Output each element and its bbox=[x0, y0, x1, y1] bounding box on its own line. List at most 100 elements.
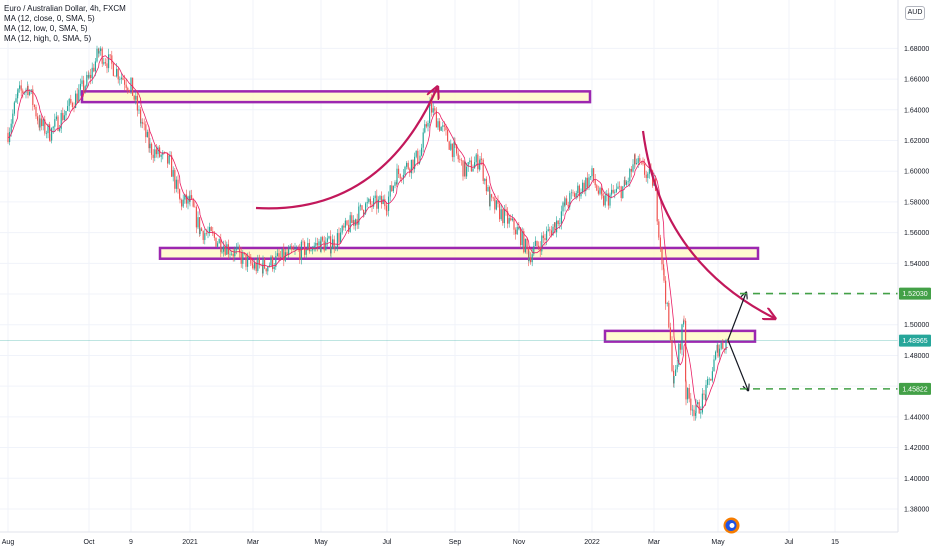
candle-body bbox=[507, 211, 509, 224]
candle-body bbox=[17, 92, 19, 99]
candle-body bbox=[554, 222, 556, 233]
last-price-badge bbox=[899, 334, 931, 347]
candle-body bbox=[619, 186, 621, 188]
zone-rect[interactable] bbox=[80, 90, 592, 104]
candle-body bbox=[68, 98, 70, 107]
candle-body bbox=[192, 198, 194, 207]
candle-body bbox=[174, 170, 176, 189]
price-tick-label: 1.40000 bbox=[904, 476, 929, 483]
candle-body bbox=[258, 258, 260, 265]
candle-body bbox=[27, 86, 29, 95]
candle-body bbox=[572, 192, 574, 194]
tradingview-logo-icon[interactable] bbox=[723, 517, 740, 534]
candle-body bbox=[464, 161, 466, 177]
candle-body bbox=[549, 229, 551, 231]
zone-rect[interactable] bbox=[158, 246, 760, 260]
curved-arrow-down[interactable] bbox=[641, 130, 774, 318]
candle-body bbox=[402, 174, 404, 179]
candle-body bbox=[120, 77, 122, 80]
candle-body bbox=[381, 196, 383, 205]
candle-body bbox=[715, 351, 717, 360]
candle-body bbox=[316, 242, 318, 246]
candle-body bbox=[264, 259, 266, 269]
time-tick-label: May bbox=[711, 539, 725, 546]
candle-body bbox=[172, 170, 174, 177]
projection-arrow-up[interactable] bbox=[727, 293, 746, 341]
candle-body bbox=[691, 409, 693, 411]
candle-body bbox=[234, 249, 236, 257]
candle-body bbox=[17, 88, 19, 93]
candle-body bbox=[424, 124, 426, 133]
indicator-ma-close[interactable]: MA (12, close, 0, SMA, 5) bbox=[4, 14, 95, 23]
candle-body bbox=[582, 182, 584, 193]
candle-body bbox=[636, 162, 638, 165]
candle-body bbox=[213, 233, 215, 238]
candle-body bbox=[106, 63, 108, 69]
candle-body bbox=[179, 198, 181, 200]
candle-body bbox=[559, 223, 561, 225]
candle-body bbox=[344, 220, 346, 228]
candle-body bbox=[185, 194, 187, 204]
candle-body bbox=[661, 247, 663, 265]
projection-arrow-down[interactable] bbox=[727, 339, 748, 390]
candle-body bbox=[530, 257, 532, 263]
candle-body bbox=[482, 159, 484, 181]
candle-body bbox=[20, 85, 22, 91]
currency-badge[interactable]: AUD bbox=[905, 6, 925, 20]
candle-body bbox=[336, 233, 338, 248]
candle-body bbox=[442, 125, 444, 127]
candle-body bbox=[182, 199, 184, 207]
candle-body bbox=[604, 195, 606, 206]
zone-rect[interactable] bbox=[603, 329, 757, 343]
candle-body bbox=[88, 74, 90, 78]
candle-body bbox=[204, 233, 206, 240]
candle-body bbox=[22, 90, 24, 94]
candle-body bbox=[13, 102, 15, 114]
candle-body bbox=[528, 257, 530, 262]
price-axis[interactable]: 1.68000 1.66000 1.64000 1.62000 1.60000 1.580… bbox=[904, 46, 929, 514]
price-tick-label: 1.50000 bbox=[904, 322, 929, 329]
candle-body bbox=[580, 192, 582, 197]
candle-body bbox=[425, 124, 427, 127]
candle-body bbox=[75, 93, 77, 109]
candle-body bbox=[81, 80, 83, 84]
candle-body bbox=[177, 179, 179, 190]
candle-body bbox=[713, 359, 715, 372]
candle-body bbox=[717, 345, 719, 357]
curved-arrow-up[interactable] bbox=[255, 88, 437, 210]
price-tick-label: 1.42000 bbox=[904, 445, 929, 452]
candle-body bbox=[300, 241, 302, 260]
candle-body bbox=[179, 189, 181, 199]
candle-body bbox=[59, 128, 61, 131]
candle-body bbox=[57, 116, 59, 131]
candle-body bbox=[30, 89, 32, 92]
indicator-ma-high[interactable]: MA (12, high, 0, SMA, 5) bbox=[4, 34, 92, 43]
candle-body bbox=[292, 249, 294, 251]
price-tick-label: 1.54000 bbox=[904, 261, 929, 268]
candle-body bbox=[41, 118, 43, 127]
candle-body bbox=[199, 217, 201, 235]
candle-body bbox=[503, 209, 505, 224]
candle-body bbox=[536, 240, 538, 246]
candle-body bbox=[322, 237, 324, 241]
candle-body bbox=[91, 67, 93, 79]
candle-body bbox=[171, 155, 173, 177]
candle-body bbox=[409, 168, 411, 174]
candle-body bbox=[697, 402, 699, 405]
level-labels: 1.52030 1.45822 1.48965 bbox=[899, 287, 931, 395]
candle-body bbox=[481, 158, 483, 160]
candle-body bbox=[513, 218, 515, 230]
candle-body bbox=[681, 324, 683, 350]
time-axis[interactable]: Aug Oct 9 2021 Mar May Jul Sep Nov 2022 Mar May Jul 1… bbox=[2, 539, 839, 546]
candle-body bbox=[371, 204, 373, 207]
candle-body bbox=[142, 122, 144, 124]
candle-body bbox=[291, 246, 293, 250]
indicator-ma-low[interactable]: MA (12, low, 0, SMA, 5) bbox=[4, 24, 88, 33]
candle-body bbox=[212, 231, 214, 234]
candle-body bbox=[369, 198, 371, 205]
chart-title: Euro / Australian Dollar, 4h, FXCM bbox=[4, 4, 126, 13]
candle-body bbox=[175, 179, 177, 189]
candle-body bbox=[550, 230, 552, 236]
candle-body bbox=[140, 109, 142, 124]
